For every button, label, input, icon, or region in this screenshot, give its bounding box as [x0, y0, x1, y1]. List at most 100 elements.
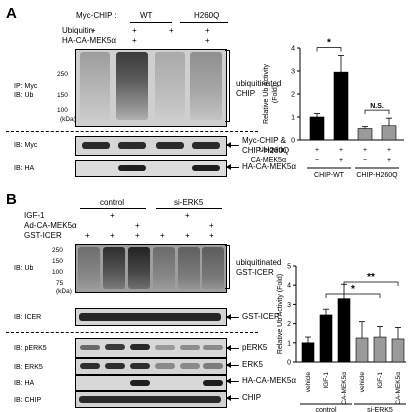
panel-a-ha-blot: [75, 160, 227, 177]
panel-b-treatment-mark: +: [135, 221, 140, 230]
panel-a-ha-label: IB: HA: [14, 165, 35, 172]
panel-b-perk5-blot: [75, 338, 227, 358]
panel-a-treatment-mark: +: [205, 36, 210, 45]
chart1-y-tick-label: 2: [291, 92, 295, 99]
panel-b-chip-label: IB: CHIP: [14, 397, 42, 404]
panel-a-mw-unit: (kDa): [60, 116, 76, 123]
panel-a-myc-label: IB: Myc: [14, 142, 38, 149]
panel-b-treatment-mark: +: [185, 231, 190, 240]
panel-b-ha-arrow: HA-CA-MEK5α: [242, 376, 296, 385]
chart2-y-label: Relative Ub Activity (Fold): [277, 274, 284, 354]
panel-a-col-wt: WT: [140, 11, 153, 20]
chart2-bar: [355, 337, 369, 363]
chart2-y-tick-label: 3: [287, 302, 291, 309]
panel-b-mw-100: 100: [52, 269, 63, 276]
chart1-bar: [333, 71, 349, 141]
panel-b-ha-label: IB: HA: [14, 380, 35, 387]
chart1-significance-bracket: [364, 109, 390, 115]
panel-a-ub-blot: [75, 49, 227, 127]
chart1-row-mark: −: [315, 157, 319, 164]
panel-b-icer-arrow: GST-ICER: [242, 312, 280, 321]
panel-a-letter: A: [6, 5, 17, 22]
chart1-y-tick-label: 0: [291, 138, 295, 145]
chart2-y-tick-label: 0: [287, 360, 291, 367]
chart2-category-label: IGF-1: [323, 372, 330, 389]
panel-a-ub-label-2: IB: Ub: [14, 92, 34, 99]
panel-a-col-mut: H260Q: [194, 11, 220, 20]
panel-b-mw-unit: (kDa): [56, 288, 72, 295]
chart1-row-mark: +: [387, 157, 391, 164]
panel-a-row-ubiquitin: Ubiquitin: [62, 26, 94, 35]
panel-b-treatment-mark: +: [209, 221, 214, 230]
panel-b-ub-label: IB: Ub: [14, 265, 34, 272]
chart2-group-label: control: [315, 407, 336, 412]
panel-b-treatment-mark: +: [160, 231, 165, 240]
chart2-significance-bracket: [343, 281, 399, 286]
chart1-significance-label: *: [327, 38, 331, 49]
panel-a-treatment-mark: +: [169, 26, 174, 35]
panel-b-group-control: control: [100, 198, 125, 207]
panel-b-row-igf: IGF-1: [24, 211, 45, 220]
panel-a-treatment-mark: +: [205, 26, 210, 35]
chart1-y-label: (Fold): [272, 85, 279, 103]
chart2-bar: [301, 342, 315, 363]
panel-a-mw-250: 250: [57, 71, 68, 78]
chart2-bar: [391, 338, 405, 363]
panel-b-ub-bracket-2: GST-ICER: [236, 268, 274, 277]
panel-b-treatment-mark: +: [110, 231, 115, 240]
chart1-group-label: CHIP-H260Q: [356, 172, 398, 179]
chart2-significance-label: **: [367, 272, 375, 283]
chart2-category-label: IGF-1: [377, 372, 384, 389]
panel-a-mw-100: 100: [57, 107, 68, 114]
chart1-row-mark: +: [363, 147, 367, 154]
panel-b-icer-label: IB: ICER: [14, 314, 42, 321]
panel-b-row-gst: GST-ICER: [24, 231, 62, 240]
panel-b-treatment-mark: +: [110, 211, 115, 220]
panel-a-ha-arrow: HA-CA-MEK5α: [242, 162, 296, 171]
panel-b-erk5-blot: [75, 358, 227, 375]
panel-a-treatment-mark: +: [132, 26, 137, 35]
chart2-category-label: vehicle: [359, 372, 366, 393]
chart1-row-mark: +: [339, 157, 343, 164]
panel-a-treatment-mark: +: [132, 36, 137, 45]
panel-b-mw-150: 150: [52, 258, 63, 265]
chart1-row-mark: +: [315, 147, 319, 154]
chart1-significance-bracket: [316, 47, 342, 52]
chart1-bar: [381, 125, 397, 141]
panel-b-treatment-mark: +: [185, 211, 190, 220]
chart1-significance-label: N.S.: [370, 103, 384, 110]
panel-b-ha-blot: [75, 375, 227, 391]
chart2-bar: [373, 336, 387, 363]
panel-b-erk5-arrow: ERK5: [242, 360, 263, 369]
chart1-row-label: Ubiquitin: [259, 147, 286, 154]
chart2-y-tick-label: 5: [287, 264, 291, 271]
panel-b-ub-blot: [75, 244, 227, 293]
chart1-row-label: CA-MEK5α: [251, 157, 286, 164]
panel-b-ub-bracket-1: ubiquitinated: [236, 258, 282, 267]
panel-a-row-mek5: HA-CA-MEK5α: [62, 36, 116, 45]
panel-b-treatment-mark: +: [135, 231, 140, 240]
chart1-group-label: CHIP-WT: [314, 172, 345, 179]
chart1-bar: [357, 128, 373, 141]
panel-a-ub-bracket-1: ubiquitinated: [236, 79, 282, 88]
panel-b-perk5-label: IB: pERK5: [14, 345, 47, 352]
chart1-bar: [309, 116, 325, 141]
panel-a-myc-arrow-1: Myc-CHIP &: [242, 136, 286, 145]
chart1-y-tick-label: 3: [291, 69, 295, 76]
chart2-y-tick-label: 2: [287, 321, 291, 328]
panel-b-letter: B: [6, 191, 17, 208]
chart2-y-tick-label: 4: [287, 283, 291, 290]
chart2-significance-bracket: [325, 293, 381, 298]
panel-b-erk5-label: IB: ERK5: [14, 364, 43, 371]
panel-a-mw-150: 150: [57, 92, 68, 99]
chart1-y-label: Relative Ub Activity: [263, 64, 270, 124]
chart2-y-tick-label: 1: [287, 340, 291, 347]
panel-a-myc-blot: [75, 136, 227, 156]
panel-b-row-mek5: Ad-CA-MEK5α: [24, 221, 77, 230]
chart1-row-mark: +: [339, 147, 343, 154]
chart2-group-label: si-ERK5: [367, 407, 393, 412]
panel-b-mw-75: 75: [56, 280, 64, 287]
panel-b-mw-250: 250: [52, 247, 63, 254]
panel-a-ub-bracket-2: CHIP: [236, 89, 256, 98]
